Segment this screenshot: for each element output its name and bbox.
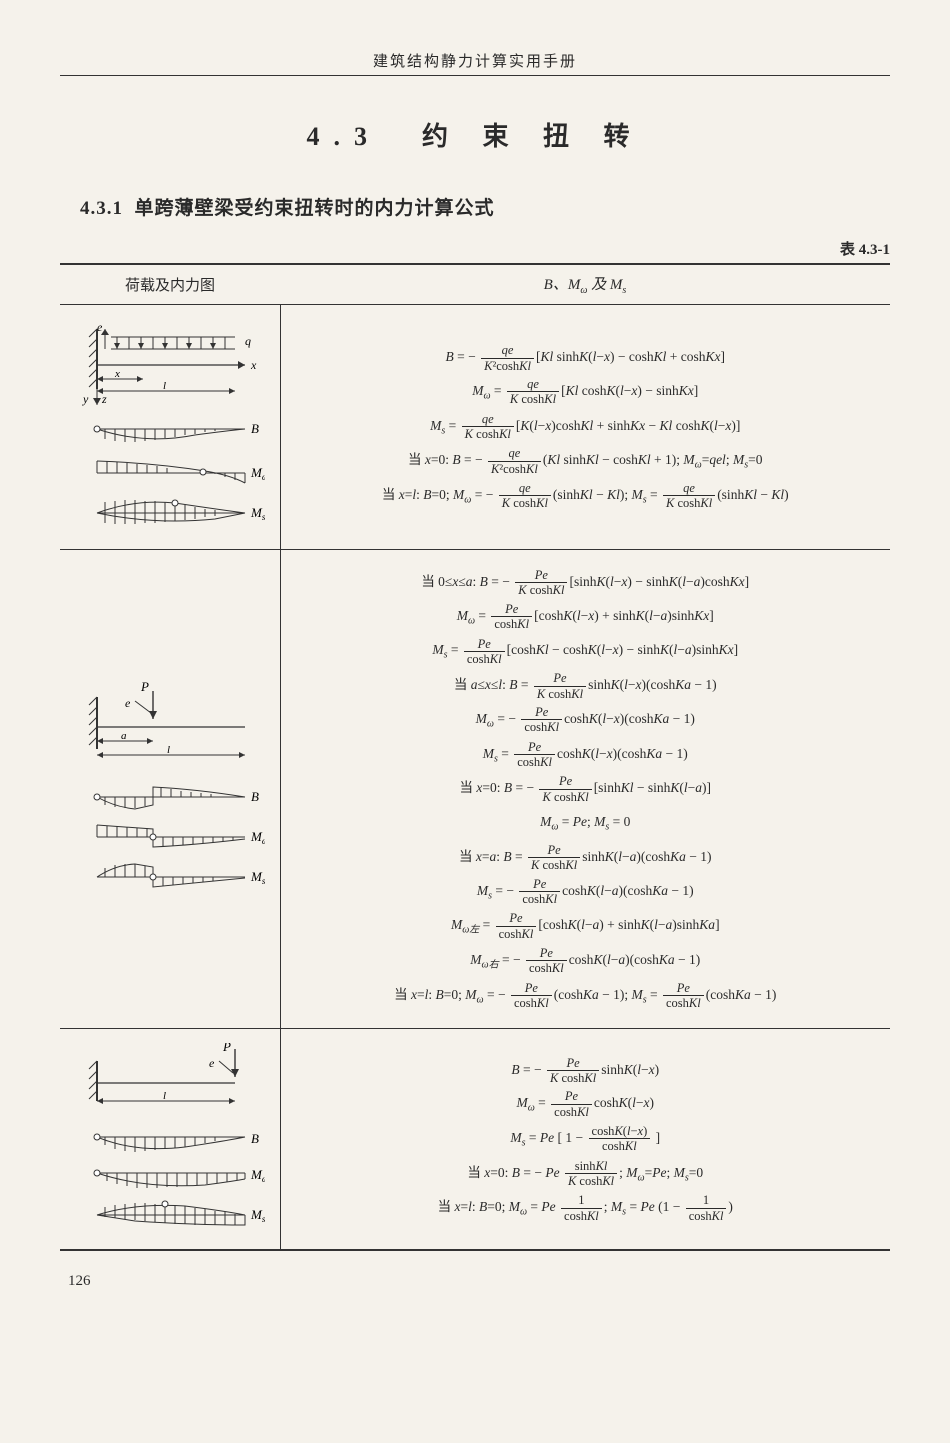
formula: Ms = qeK coshKl[K(l−x)coshKl + sinhKx − …	[291, 411, 881, 443]
formula: Ms = Pe [ 1 − coshK(l−x)coshKl ]	[291, 1123, 881, 1155]
section-name: 约 束 扭 转	[422, 122, 644, 151]
formula: Mω = PecoshKlcoshK(l−x)	[291, 1088, 881, 1120]
table-caption: 表 4.3-1	[60, 238, 890, 259]
diagram-cell-udl: x y z	[60, 305, 280, 550]
formula: Mω右 = − PecoshKlcoshK(l−a)(coshKa − 1)	[291, 945, 881, 977]
table-row: x y z	[60, 305, 890, 550]
diagram-point-B: B	[75, 779, 265, 813]
svg-text:q: q	[245, 334, 251, 348]
formula: 当 x=0: B = − PeK coshKl[sinhKl − sinhK(l…	[291, 773, 881, 804]
diagram-point-load: P e a l	[75, 679, 265, 773]
formula: Mω = Pe; Ms = 0	[291, 807, 881, 839]
svg-text:Mω: Mω	[250, 465, 265, 482]
diagram-udl-B: B	[75, 415, 265, 449]
col-header-formulas: B、Mω 及 Ms	[280, 264, 890, 305]
formula: 当 a≤x≤l: B = PeK coshKlsinhK(l−x)(coshKa…	[291, 670, 881, 701]
table-header-row: 荷载及内力图 B、Mω 及 Ms	[60, 264, 890, 305]
formula: Ms = PecoshKlcoshK(l−x)(coshKa − 1)	[291, 739, 881, 771]
diagram-cell-point: P e a l	[60, 550, 280, 1029]
section-title: 4.3 约 束 扭 转	[60, 116, 890, 153]
svg-text:l: l	[167, 744, 170, 756]
formula: B = − qeK²coshKl[Kl sinhK(l−x) − coshKl …	[291, 342, 881, 373]
svg-text:x: x	[114, 368, 120, 380]
formula: Mω = PecoshKl[coshK(l−x) + sinhK(l−a)sin…	[291, 601, 881, 633]
svg-text:Ms: Ms	[250, 869, 265, 886]
formula: Mω左 = PecoshKl[coshK(l−a) + sinhK(l−a)si…	[291, 910, 881, 942]
formula: 当 x=l: B=0; Mω = − qeK coshKl(sinhKl − K…	[291, 480, 881, 512]
formula: 当 x=l: B=0; Mω = − PecoshKl(coshKa − 1);…	[291, 980, 881, 1012]
diagram-udl-Ms: Ms	[75, 495, 265, 529]
formula: 当 x=l: B=0; Mω = Pe 1coshKl; Ms = Pe (1 …	[291, 1192, 881, 1224]
table-row: P e a l	[60, 550, 890, 1029]
diagram-tip-Ms: Ms	[75, 1199, 265, 1229]
formula-table: 荷载及内力图 B、Mω 及 Ms x	[60, 263, 890, 1251]
diagram-point-Mw: Mω	[75, 819, 265, 853]
svg-text:B: B	[251, 789, 259, 804]
svg-text:x: x	[250, 358, 257, 372]
diagram-point-Ms: Ms	[75, 859, 265, 893]
svg-text:Mω: Mω	[250, 1167, 265, 1184]
formula-cell-point: 当 0≤x≤a: B = − PeK coshKl[sinhK(l−x) − s…	[280, 550, 890, 1029]
formula: 当 x=0: B = − Pe sinhKlK coshKl; Mω=Pe; M…	[291, 1158, 881, 1190]
diagram-udl-load: x y z	[75, 319, 265, 409]
svg-text:B: B	[251, 1131, 259, 1146]
svg-text:z: z	[101, 392, 107, 406]
svg-text:B: B	[251, 421, 259, 436]
formula: Ms = PecoshKl[coshKl − coshK(l−x) − sinh…	[291, 635, 881, 667]
svg-text:e: e	[97, 320, 103, 334]
svg-text:Ms: Ms	[250, 505, 265, 522]
formula: B = − PeK coshKlsinhK(l−x)	[291, 1055, 881, 1086]
svg-text:Mω: Mω	[250, 829, 265, 846]
svg-text:Ms: Ms	[250, 1207, 265, 1224]
svg-text:P: P	[140, 679, 149, 694]
formula: Mω = − PecoshKlcoshK(l−x)(coshKa − 1)	[291, 704, 881, 736]
formula-cell-tip: B = − PeK coshKlsinhK(l−x) Mω = PecoshKl…	[280, 1029, 890, 1251]
svg-text:l: l	[163, 380, 166, 392]
formula: Mω = qeK coshKl[Kl coshK(l−x) − sinhKx]	[291, 376, 881, 408]
formula: Ms = − PecoshKlcoshK(l−a)(coshKa − 1)	[291, 876, 881, 908]
svg-text:P: P	[222, 1043, 231, 1054]
svg-text:a: a	[121, 730, 127, 742]
diagram-cell-tip: P e l	[60, 1029, 280, 1251]
diagram-udl-Mw: Mω	[75, 455, 265, 489]
svg-text:y: y	[82, 392, 89, 406]
diagram-tip-load: P e l	[75, 1043, 265, 1121]
table-row: P e l	[60, 1029, 890, 1251]
diagram-tip-Mw: Mω	[75, 1163, 265, 1193]
formula: 当 x=a: B = PeK coshKlsinhK(l−a)(coshKa −…	[291, 842, 881, 873]
svg-text:e: e	[125, 696, 131, 710]
formula-cell-udl: B = − qeK²coshKl[Kl sinhK(l−x) − coshKl …	[280, 305, 890, 550]
formula: 当 x=0: B = − qeK²coshKl(Kl sinhKl − cosh…	[291, 445, 881, 477]
svg-text:l: l	[163, 1090, 166, 1102]
subsection-title: 4.3.1 单跨薄壁梁受约束扭转时的内力计算公式	[60, 193, 890, 220]
subsection-name: 单跨薄壁梁受约束扭转时的内力计算公式	[135, 198, 495, 219]
diagram-tip-B: B	[75, 1127, 265, 1157]
formula: 当 0≤x≤a: B = − PeK coshKl[sinhK(l−x) − s…	[291, 567, 881, 598]
col-header-diagram: 荷载及内力图	[60, 264, 280, 305]
book-header: 建筑结构静力计算实用手册	[60, 50, 890, 76]
section-number: 4.3	[306, 122, 381, 151]
svg-text:e: e	[209, 1056, 215, 1070]
subsection-number: 4.3.1	[80, 198, 123, 219]
page-number: 126	[60, 1273, 890, 1290]
